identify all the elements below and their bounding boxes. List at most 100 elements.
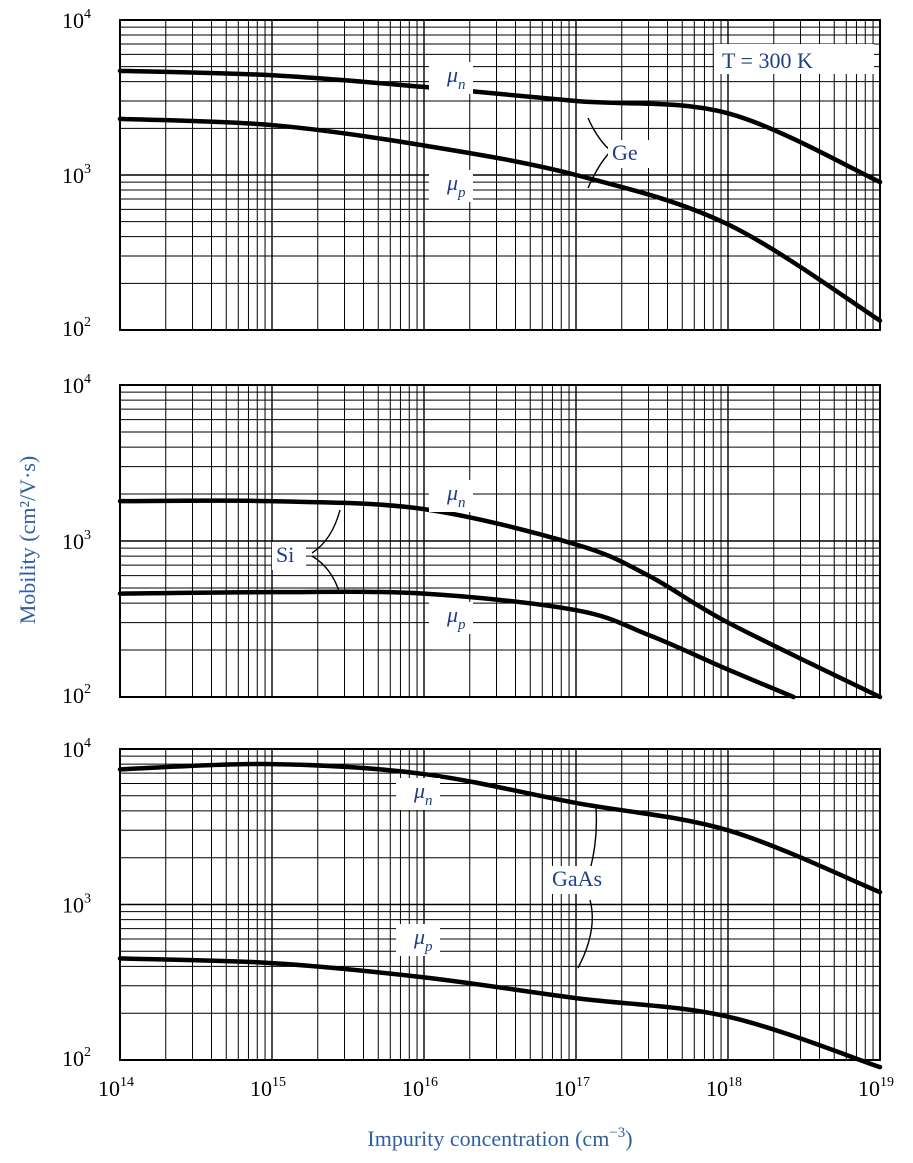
x-tick-label-exp: 16 — [424, 1075, 438, 1090]
temperature-label-text: T = 300 K — [722, 48, 813, 73]
label-si-mu-n-bg — [429, 480, 473, 512]
x-tick-label-exp: 17 — [576, 1075, 590, 1090]
y-tick-label: 103 — [62, 162, 91, 188]
grid-gaas — [119, 749, 880, 1061]
label-gaas-mu-n-sub: n — [425, 793, 433, 809]
label-gaas-mu-p: μp — [396, 924, 440, 956]
x-tick-label: 1014 — [98, 1075, 134, 1101]
label-gaas-mu-p-mu: μ — [413, 924, 425, 949]
y-tick-label-exp: 2 — [84, 1045, 91, 1060]
y-tick-label-base: 10 — [62, 316, 84, 341]
y-tick-label: 103 — [62, 528, 91, 554]
y-tick-label-exp: 3 — [84, 892, 91, 907]
y-axis-title: Mobility (cm²/V·s) — [15, 456, 40, 625]
x-tick-label-exp: 15 — [272, 1075, 286, 1090]
label-gaas-mu-n-bg — [396, 778, 440, 810]
series-line-ge-mu-p — [117, 116, 883, 323]
y-tick-label-exp: 3 — [84, 528, 91, 543]
label-ge-mu-p-sub: p — [457, 185, 466, 201]
label-si-mu-p-bg — [429, 602, 473, 634]
x-tick-label-base: 10 — [858, 1076, 880, 1101]
label-ge-mu-n-text: μn — [446, 62, 466, 93]
material-label-gaas: GaAs — [548, 866, 620, 894]
label-ge-mu-p-text: μp — [446, 170, 466, 201]
material-label-gaas-bg — [548, 866, 620, 894]
x-axis-title-exp: −3 — [609, 1125, 625, 1141]
y-tick-label: 104 — [62, 7, 91, 33]
y-tick-label-base: 10 — [62, 683, 84, 708]
label-si-mu-p-mu: μ — [446, 602, 458, 627]
label-ge-mu-n: μn — [429, 62, 473, 94]
y-tick-label-exp: 2 — [84, 682, 91, 697]
x-tick-label-base: 10 — [402, 1076, 424, 1101]
label-si-mu-n: μn — [429, 480, 473, 512]
x-tick-label: 1016 — [402, 1075, 438, 1101]
series-line-gaas-mu-p — [117, 956, 883, 1070]
x-tick-label-base: 10 — [706, 1076, 728, 1101]
y-tick-label: 102 — [62, 682, 91, 708]
material-label-si-text: Si — [276, 542, 294, 567]
y-tick-label-exp: 4 — [84, 372, 91, 387]
y-tick-label-base: 10 — [62, 529, 84, 554]
material-label-gaas-text: GaAs — [552, 866, 602, 891]
label-gaas-mu-n: μn — [396, 778, 440, 810]
x-tick-label-exp: 14 — [120, 1075, 134, 1090]
x-tick-label-base: 10 — [98, 1076, 120, 1101]
y-tick-label: 103 — [62, 892, 91, 918]
series-line-si-mu-p — [117, 589, 796, 700]
label-si-mu-n-text: μn — [446, 480, 466, 511]
material-label-ge: Ge — [608, 140, 662, 168]
y-tick-label-exp: 2 — [84, 315, 91, 330]
y-tick-label-base: 10 — [62, 737, 84, 762]
y-tick-label: 104 — [62, 736, 91, 762]
x-axis-title-main: Impurity concentration (cm — [367, 1126, 609, 1151]
label-gaas-mu-p-sub: p — [424, 939, 433, 955]
temperature-label: T = 300 K — [714, 44, 874, 74]
y-tick-label-exp: 4 — [84, 736, 91, 751]
label-ge-mu-n-bg — [429, 62, 473, 94]
temperature-label-bg — [714, 44, 874, 74]
label-ge-mu-n-sub: n — [458, 77, 466, 93]
x-tick-label-exp: 19 — [880, 1075, 894, 1090]
y-tick-label-base: 10 — [62, 373, 84, 398]
x-axis-title-close: ) — [625, 1126, 632, 1151]
x-tick-label: 1018 — [706, 1075, 742, 1101]
bracket-gaas — [577, 807, 598, 969]
material-label-ge-bg — [608, 140, 662, 168]
label-ge-mu-p-bg — [429, 170, 473, 202]
bracket-si — [311, 509, 341, 595]
label-gaas-mu-n-mu: μ — [413, 778, 425, 803]
y-tick-label-base: 10 — [62, 8, 84, 33]
label-si-mu-p: μp — [429, 602, 473, 634]
x-tick-label-exp: 18 — [728, 1075, 742, 1090]
series-line-si-mu-n — [117, 498, 883, 700]
y-tick-label-exp: 4 — [84, 7, 91, 22]
material-label-ge-text: Ge — [612, 140, 638, 165]
y-tick-label-base: 10 — [62, 1046, 84, 1071]
y-tick-label-exp: 3 — [84, 162, 91, 177]
label-gaas-mu-n-text: μn — [413, 778, 433, 809]
label-si-mu-n-mu: μ — [446, 480, 458, 505]
label-ge-mu-n-mu: μ — [446, 62, 458, 87]
y-tick-label: 104 — [62, 372, 91, 398]
x-tick-label: 1015 — [250, 1075, 286, 1101]
label-gaas-mu-p-bg — [396, 924, 440, 956]
x-tick-label-base: 10 — [250, 1076, 272, 1101]
material-label-si-bg — [272, 542, 306, 570]
plot-frame — [119, 384, 881, 698]
label-gaas-mu-p-text: μp — [413, 924, 433, 955]
y-tick-label-base: 10 — [62, 163, 84, 188]
label-si-mu-n-sub: n — [458, 495, 466, 511]
label-ge-mu-p-mu: μ — [446, 170, 458, 195]
y-tick-label-base: 10 — [62, 893, 84, 918]
series-line-gaas-mu-n — [117, 761, 883, 895]
y-tick-label: 102 — [62, 315, 91, 341]
plot-frame — [119, 19, 881, 331]
plot-frame — [119, 748, 881, 1061]
y-tick-label: 102 — [62, 1045, 91, 1071]
x-axis-title: Impurity concentration (cm−3) — [367, 1125, 632, 1151]
